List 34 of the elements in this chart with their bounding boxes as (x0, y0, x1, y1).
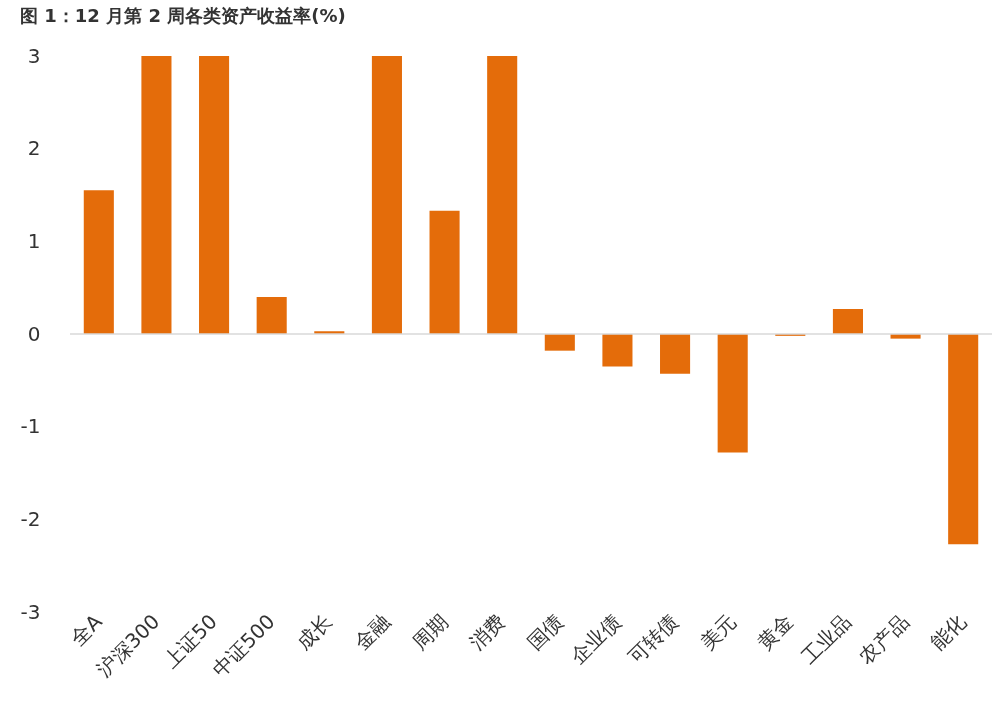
x-tick-label: 消费 (464, 609, 510, 655)
x-tick-label: 成长 (291, 609, 338, 655)
x-tick-label: 工业品 (796, 609, 856, 669)
bar (256, 296, 287, 334)
y-tick-label: 0 (27, 321, 41, 346)
bar (429, 210, 460, 334)
x-tick-label: 金融 (349, 609, 395, 655)
x-tick-label: 可转债 (623, 609, 683, 669)
x-tick-label: 能化 (925, 609, 971, 655)
bar (602, 334, 633, 367)
x-tick-label: 黄金 (752, 609, 799, 655)
bar (717, 334, 748, 453)
x-tick-label: 农产品 (853, 609, 914, 669)
y-tick-label: 3 (27, 43, 41, 68)
y-tick-label: -3 (20, 599, 41, 624)
x-tick-label: 国债 (522, 609, 568, 655)
x-tick-label: 企业债 (565, 609, 626, 669)
bar (199, 56, 230, 334)
bar (141, 56, 172, 334)
x-tick-label: 美元 (695, 609, 741, 655)
bar (487, 56, 518, 334)
bar (83, 190, 114, 334)
bar (660, 334, 691, 374)
chart-title: 图 1：12 月第 2 周各类资产收益率(%) (20, 5, 346, 26)
x-tick-label: 全A (65, 609, 107, 651)
y-tick-label: 2 (27, 136, 41, 161)
y-tick-label: -1 (20, 414, 41, 439)
bar (948, 334, 979, 545)
x-tick-label: 周期 (407, 609, 453, 655)
bar (544, 334, 575, 351)
bar (832, 308, 863, 334)
bar (371, 56, 402, 334)
y-tick-label: 1 (27, 228, 41, 253)
y-tick-label: -2 (20, 506, 41, 531)
